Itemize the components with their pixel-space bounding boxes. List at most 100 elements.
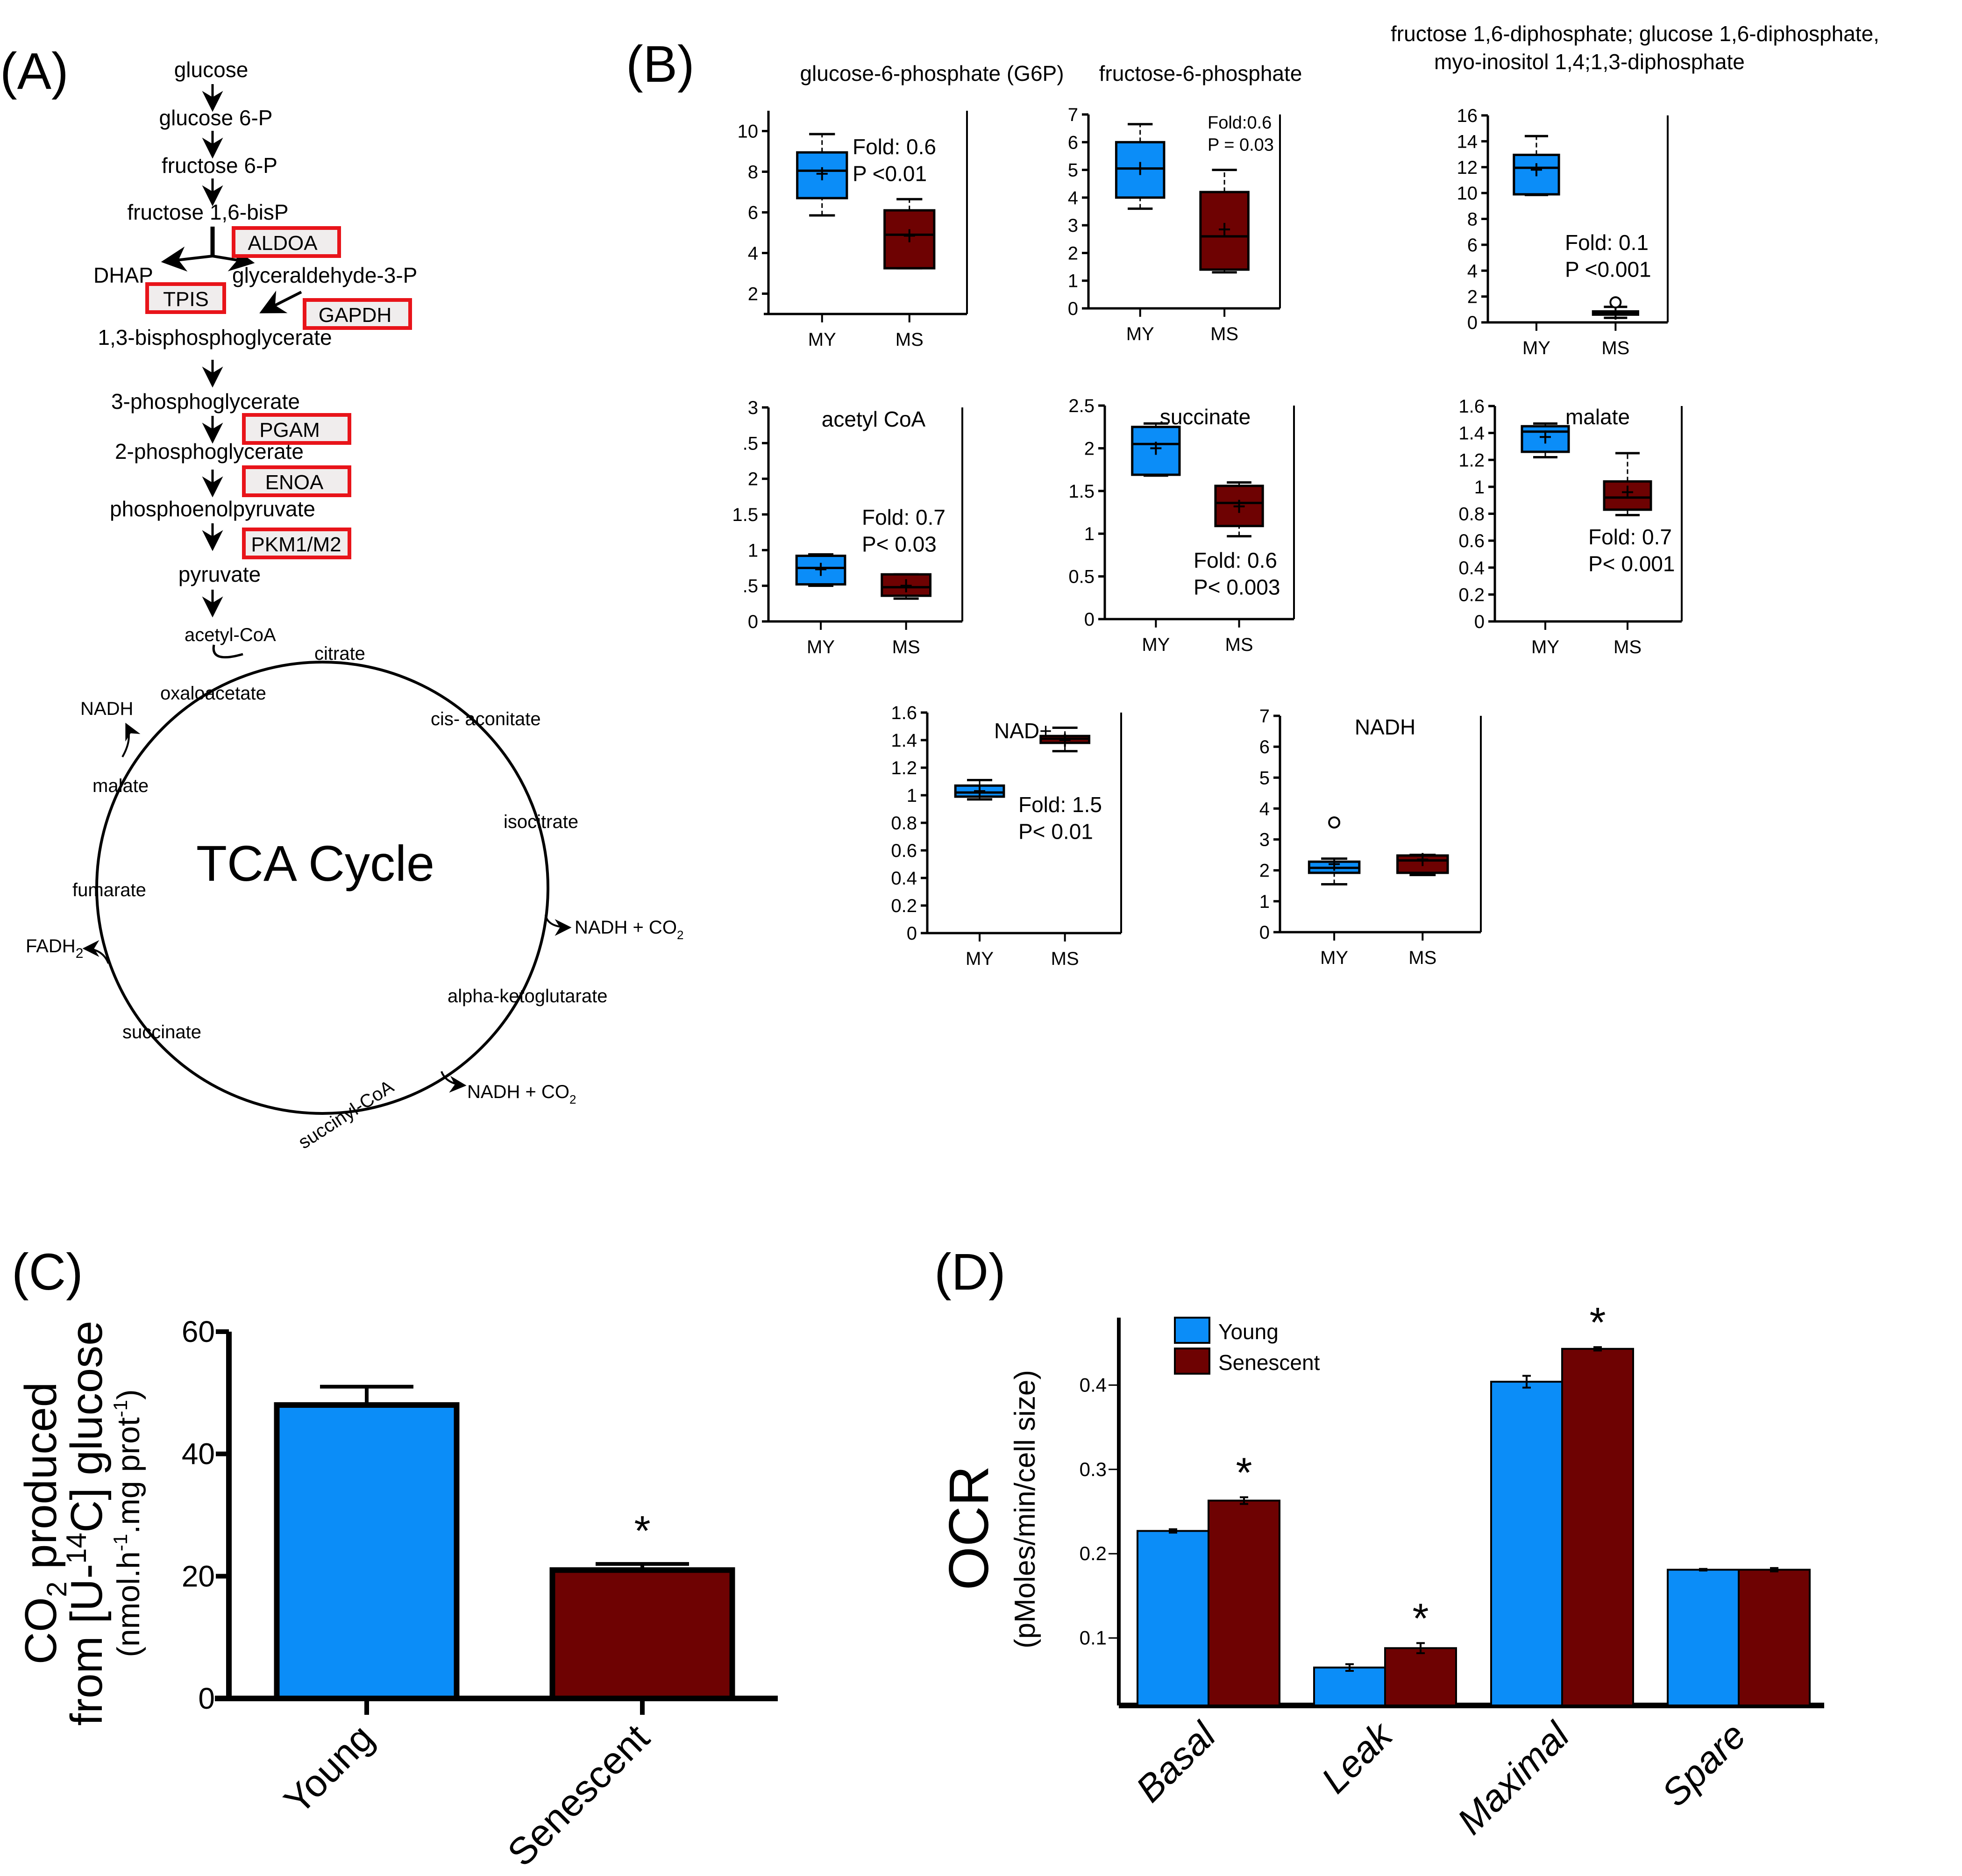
y-tick-label: 0.6 bbox=[1458, 531, 1485, 551]
boxplot-3: fructose 1,6-diphosphate; glucose 1,6-di… bbox=[1391, 21, 1879, 358]
tca-metabolite: malate bbox=[92, 776, 149, 796]
x-tick-label: Maximal bbox=[1450, 1714, 1578, 1842]
y-tick-label: 2 bbox=[1259, 861, 1270, 881]
chart-title: glucose-6-phosphate (G6P) bbox=[800, 61, 1064, 86]
stats-annotation: P <0.001 bbox=[1565, 257, 1651, 282]
bar-senescent-maximal bbox=[1561, 1348, 1634, 1707]
significance-star: * bbox=[634, 1508, 650, 1555]
x-tick-label: Leak bbox=[1313, 1713, 1401, 1801]
y-tick-label: 1.2 bbox=[891, 758, 917, 778]
tca-metabolite: succinate bbox=[122, 1022, 201, 1042]
enzyme-box bbox=[145, 282, 226, 314]
y-tick-label: 0 bbox=[1084, 609, 1095, 630]
enzyme-label: ENOA bbox=[265, 471, 324, 494]
stats-annotation: P <0.01 bbox=[853, 162, 927, 186]
y-tick-label: 1 bbox=[1068, 271, 1078, 292]
enzyme-box bbox=[232, 226, 341, 258]
panel-label-b: (B) bbox=[626, 36, 695, 93]
enzyme-gapdh: GAPDH bbox=[303, 298, 412, 330]
y-tick-label: 5 bbox=[1259, 768, 1270, 788]
y-axis-sublabel: (pMoles/min/cell size) bbox=[1009, 1370, 1041, 1648]
metabolite: acetyl-CoA bbox=[185, 625, 276, 645]
stats-annotation: Fold: 0.7 bbox=[862, 505, 945, 529]
stats-annotation: P = 0.03 bbox=[1208, 136, 1274, 155]
chart-title: NADH bbox=[1355, 715, 1415, 739]
metabolite: fructose 6-P bbox=[162, 153, 277, 178]
bar-senescent-leak bbox=[1384, 1647, 1457, 1707]
arrow bbox=[545, 914, 572, 936]
x-tick-label: MY bbox=[1320, 948, 1348, 968]
x-tick-label: MY bbox=[1531, 637, 1559, 657]
cycle-ring bbox=[95, 661, 549, 1115]
stats-annotation: Fold: 0.6 bbox=[1194, 548, 1277, 572]
boxplot-5: succinate 0 0.5 1 1.5 2 2.5 MY MS Fold: 0.6 P< 0.0… bbox=[1068, 396, 1295, 655]
stats-annotation: Fold: 0.6 bbox=[853, 135, 936, 159]
boxplot-4: acetyl CoA 0 .5 1 1.5 2 .5 3 MY MS Fold: 0.7 P< 0.0… bbox=[732, 398, 963, 657]
y-tick-label: 1.2 bbox=[1458, 450, 1485, 471]
metabolite: DHAP bbox=[93, 263, 153, 287]
byproduct-label: NADH bbox=[80, 699, 133, 719]
y-tick-label: 1 bbox=[1474, 477, 1485, 498]
y-tick-label: 2 bbox=[748, 469, 758, 490]
panel-label-a: (A) bbox=[0, 43, 69, 100]
boxplot-6: malate 0 0.2 0.4 0.6 0.8 1 1.2 1.4 1.6 MY MS Fold: 0… bbox=[1458, 396, 1683, 657]
byproduct-label: NADH + CO2 bbox=[575, 917, 683, 942]
y-tick-label: 7 bbox=[1068, 105, 1078, 125]
byproduct-nadh-co2-1: NADH + CO2 bbox=[545, 914, 683, 942]
y-tick-label: 40 bbox=[182, 1437, 215, 1471]
enzyme-label: ALDOA bbox=[248, 232, 318, 255]
y-tick-label: 4 bbox=[1259, 799, 1270, 819]
y-tick-label: 20 bbox=[182, 1559, 215, 1593]
metabolite: phosphoenolpyruvate bbox=[110, 497, 315, 521]
y-tick-label: 1 bbox=[907, 785, 917, 806]
y-tick-label: 6 bbox=[1068, 132, 1078, 153]
y-tick-label: 1.4 bbox=[891, 730, 917, 751]
y-tick-label: 0 bbox=[198, 1682, 215, 1715]
legend-label-senescent: Senescent bbox=[1218, 1350, 1320, 1375]
stats-annotation: P< 0.01 bbox=[1018, 820, 1093, 844]
x-tick-label: MY bbox=[807, 637, 835, 657]
metabolite: pyruvate bbox=[178, 562, 261, 586]
y-tick-label: 3 bbox=[748, 398, 758, 418]
y-tick-label: 4 bbox=[748, 243, 758, 264]
metabolite: glucose 6-P bbox=[159, 106, 273, 130]
x-tick-label: MS bbox=[1225, 635, 1253, 655]
stats-annotation: Fold: 0.1 bbox=[1565, 230, 1649, 255]
x-tick-label: MS bbox=[896, 329, 924, 350]
legend: Young Senescent bbox=[1174, 1317, 1320, 1375]
boxplot-8: NADH 0 1 2 3 4 5 6 7 MY MS bbox=[1259, 706, 1482, 968]
chart-title: acetyl CoA bbox=[822, 407, 926, 431]
enzyme-tpis: TPIS bbox=[145, 282, 226, 314]
tca-metabolite: cis- aconitate bbox=[431, 709, 541, 729]
y-tick-label: 6 bbox=[1259, 737, 1270, 757]
y-axis-label-line1: CO2 produced bbox=[16, 1382, 72, 1664]
y-tick-label: 60 bbox=[182, 1315, 215, 1348]
stats-annotation: Fold:0.6 bbox=[1208, 113, 1272, 133]
outlier-point bbox=[1609, 296, 1622, 309]
y-tick-label: 2.5 bbox=[1068, 396, 1095, 416]
metabolite: 3-phosphoglycerate bbox=[111, 389, 300, 414]
legend-swatch-senescent bbox=[1174, 1348, 1210, 1375]
enzyme-enoa: ENOA bbox=[242, 465, 351, 497]
tca-cycle: acetyl-CoA TCA Cycle citrate cis- aconit… bbox=[26, 625, 683, 1153]
stats-annotation: P< 0.001 bbox=[1588, 552, 1675, 576]
enzyme-box bbox=[242, 465, 351, 497]
enzyme-label: GAPDH bbox=[319, 304, 391, 327]
y-tick-label: 8 bbox=[748, 162, 758, 183]
y-tick-label: .5 bbox=[743, 433, 758, 454]
x-tick-label: Spare bbox=[1654, 1714, 1754, 1814]
y-tick-label: 0.4 bbox=[1080, 1374, 1107, 1396]
chart-title: malate bbox=[1565, 405, 1630, 429]
stats-annotation: P< 0.03 bbox=[862, 532, 937, 556]
y-tick-label: 1 bbox=[1259, 892, 1270, 912]
legend-swatch-young bbox=[1174, 1317, 1210, 1344]
y-tick-label: 0.2 bbox=[1080, 1542, 1107, 1564]
x-tick-label: Young bbox=[276, 1716, 382, 1822]
byproduct-fadh2: FADH2 bbox=[26, 936, 109, 964]
x-tick-label: MS bbox=[1051, 949, 1079, 969]
y-tick-label: 6 bbox=[748, 203, 758, 223]
y-tick-label: 0.2 bbox=[1458, 585, 1485, 605]
x-tick-label: MS bbox=[1408, 948, 1436, 968]
y-tick-label: 0.4 bbox=[1458, 558, 1485, 578]
